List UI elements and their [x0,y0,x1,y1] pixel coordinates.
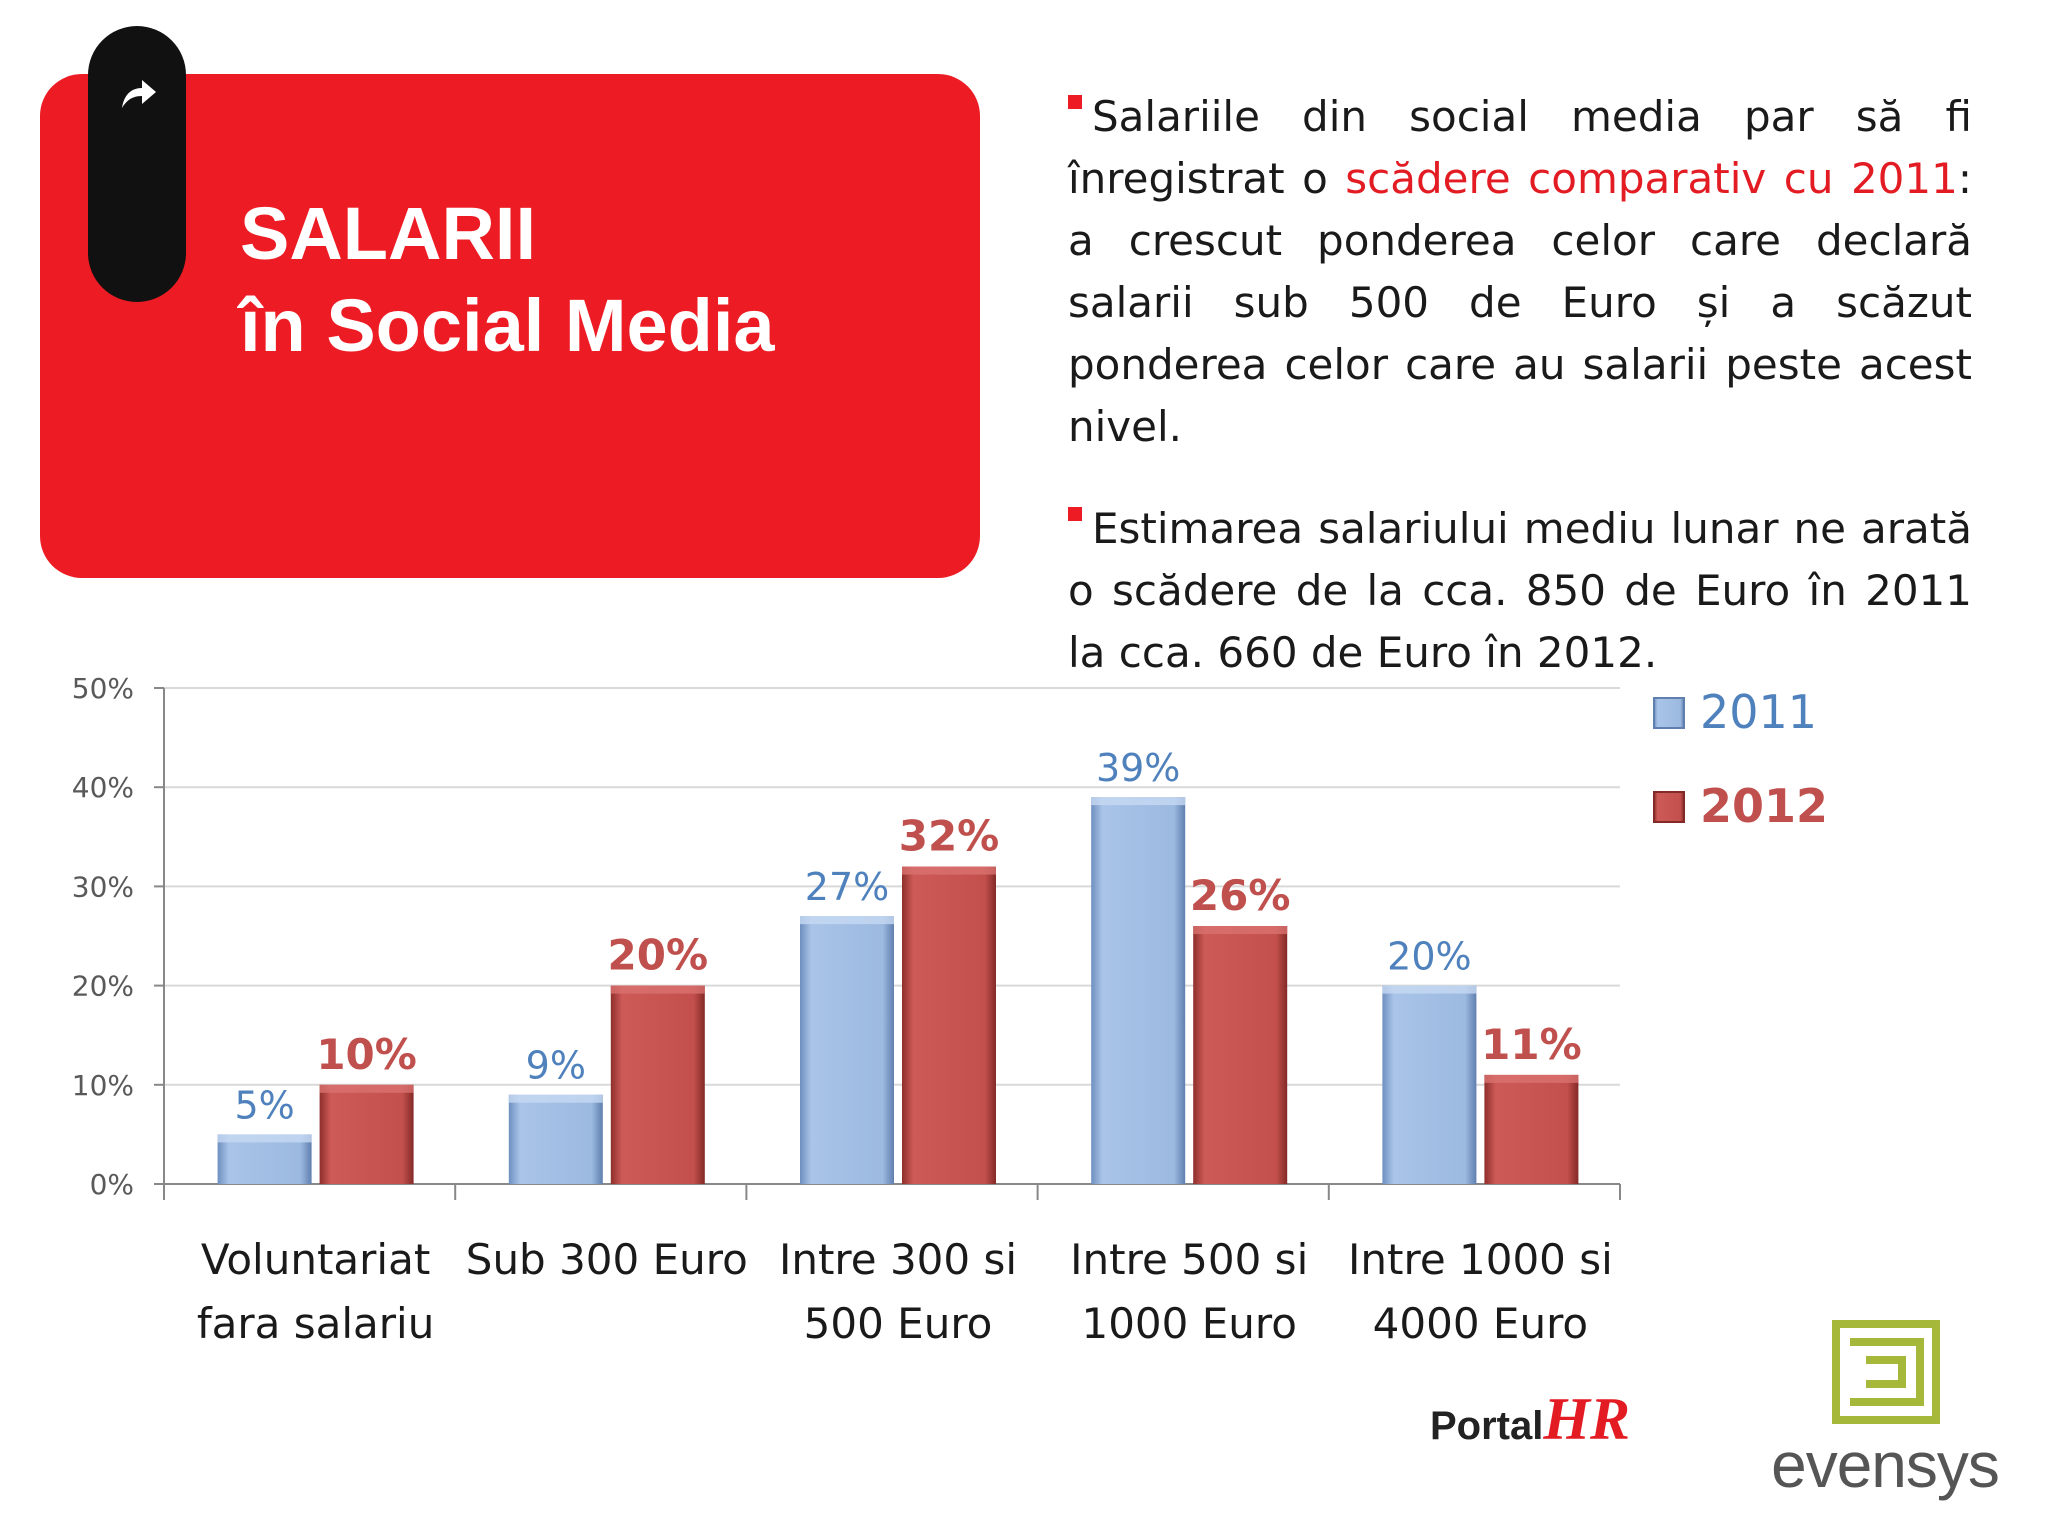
bar-chart-svg: 0% 10% 20% 30% 40% 50% 5% 10% Voluntariat fara sa… [72,672,1828,1348]
bullet-square-icon [1068,506,1082,521]
title-card [40,74,980,578]
bullet-item-2: Estimarea salariului mediu lunar ne arat… [1068,498,1972,684]
evensys-logo: evensys [1750,1320,2020,1501]
evensys-mark-icon [1832,1320,1940,1424]
bullet-1-text: Salariile din social media par să fi înr… [1068,92,1972,203]
data-label-2012: 10% [316,1030,417,1079]
bar-top-bevel [217,1134,312,1143]
bullet-2-text: Estimarea salariului mediu lunar ne arat… [1068,504,1972,677]
y-tick-label: 50% [72,672,134,705]
x-category-label: 4000 Euro [1373,1299,1588,1348]
bar-top-bevel [508,1094,603,1103]
y-tick-label: 10% [72,1069,134,1102]
bar-2011 [1091,797,1186,1184]
bar-2011 [1382,985,1477,1184]
legend-swatch-2011 [1653,697,1685,729]
bullet-1-text-end: : a crescut ponderea celor care declară … [1068,154,1972,451]
title-line-1: SALARII [240,192,536,275]
bullet-list: Salariile din social media par să fi înr… [1068,86,1972,724]
bar-2011 [508,1094,603,1184]
x-category-label: fara salariu [197,1299,434,1348]
data-label-2011: 39% [1096,746,1180,790]
evensys-logo-text: evensys [1771,1429,2000,1501]
bar-top-bevel [1382,985,1477,994]
bar-top-bevel [319,1084,414,1093]
title-tab [88,26,186,302]
bullet-square-icon [1068,94,1082,109]
hr-logo-text: HR [1543,1386,1631,1452]
bar-top-bevel [1484,1074,1579,1083]
data-label-2011: 27% [805,865,889,909]
y-tick-label: 40% [72,771,134,804]
bar-2012 [610,985,705,1184]
legend-swatch-2012 [1653,791,1685,823]
bar-2011 [800,916,894,1184]
portal-hr-logo: PortalHR [1430,1385,1630,1454]
bar-top-bevel [902,866,996,875]
chart: 0% 10% 20% 30% 40% 50% 5% 10% Voluntariat fara sa… [0,640,2048,1536]
data-label-2012: 20% [608,931,709,980]
bullet-1-highlight: scădere comparativ cu 2011 [1345,154,1958,203]
x-category-label: Voluntariat [201,1235,430,1284]
bar-2012 [319,1084,414,1184]
x-category-label: Intre 500 si [1070,1235,1308,1284]
bullet-item-1: Salariile din social media par să fi înr… [1068,86,1972,458]
bar-2012 [1484,1074,1579,1184]
bar-2012 [902,866,996,1184]
y-tick-label: 20% [72,970,134,1003]
data-label-2012: 26% [1190,871,1291,920]
bar-top-bevel [800,916,894,925]
bar-2011 [217,1134,312,1184]
data-label-2012: 11% [1481,1020,1582,1069]
legend-label-2012: 2012 [1700,779,1828,833]
x-category-label: Intre 300 si [779,1235,1017,1284]
data-label-2011: 9% [526,1044,586,1088]
data-label-2011: 20% [1387,935,1471,979]
legend-label-2011: 2011 [1700,685,1817,739]
title-line-2: în Social Media [240,284,775,367]
bar-2012 [1193,926,1288,1184]
bar-top-bevel [1091,797,1186,806]
x-category-label: 500 Euro [804,1299,993,1348]
page-title: SALARII în Social Media [240,188,775,372]
portal-logo-text: Portal [1430,1404,1544,1448]
bar-top-bevel [610,985,705,994]
share-arrow-icon [122,80,156,108]
bar-top-bevel [1193,926,1288,935]
x-category-label: Intre 1000 si [1348,1235,1613,1284]
y-tick-label: 0% [90,1168,134,1201]
y-tick-label: 30% [72,870,134,903]
x-category-label: Sub 300 Euro [466,1235,748,1284]
data-label-2012: 32% [899,812,1000,861]
x-category-label: 1000 Euro [1081,1299,1296,1348]
data-label-2011: 5% [234,1083,294,1127]
